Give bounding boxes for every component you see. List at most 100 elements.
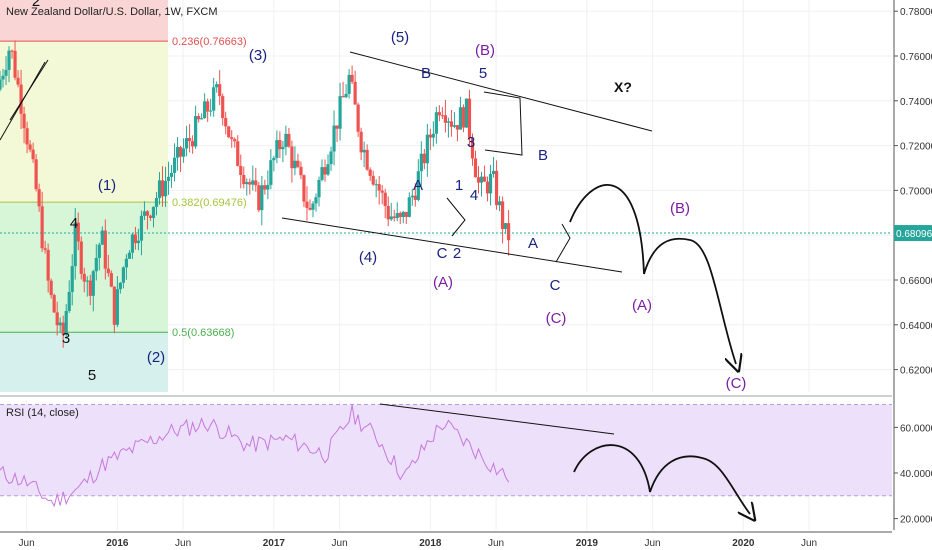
- candle-body: [410, 195, 414, 198]
- channel-upper-line: [349, 51, 653, 132]
- wave-label: (C): [546, 310, 567, 327]
- candle-body: [106, 268, 110, 274]
- wave-label: (B): [475, 42, 495, 59]
- candle-body: [467, 98, 472, 138]
- candle-body: [485, 181, 490, 194]
- candle-body: [130, 234, 135, 253]
- candle-body: [275, 140, 279, 158]
- candle-body: [172, 157, 177, 173]
- candle-body: [145, 211, 150, 216]
- time-axis-label: Jun: [488, 538, 504, 549]
- candle-body: [302, 175, 306, 202]
- wave-label: 3: [467, 134, 475, 151]
- candle-body: [332, 125, 336, 152]
- wave-label: X?: [614, 79, 632, 95]
- time-axis-label: Jun: [801, 538, 817, 549]
- candle-body: [10, 50, 14, 52]
- wave-label: 5: [88, 367, 96, 384]
- candle-body: [290, 146, 294, 169]
- candle-body: [314, 197, 318, 204]
- candle-body: [248, 182, 252, 185]
- candle-body: [169, 172, 174, 177]
- candle-body: [28, 144, 32, 150]
- candle-body: [428, 134, 432, 138]
- candle-body: [443, 115, 447, 123]
- candle-body: [227, 126, 231, 138]
- candle-body: [371, 175, 375, 185]
- candle-body: [362, 149, 366, 153]
- candle-body: [425, 134, 429, 164]
- candle-body: [91, 271, 95, 296]
- candle-body: [85, 280, 89, 282]
- candle-body: [187, 138, 192, 142]
- candle-body: [260, 185, 264, 211]
- wave-label: 2: [32, 0, 40, 10]
- wave-label: (3): [249, 47, 267, 64]
- candle-body: [440, 115, 444, 117]
- candle-body: [245, 182, 249, 185]
- candle-body: [55, 312, 59, 326]
- candle-body: [203, 101, 207, 119]
- candle-body: [139, 215, 144, 241]
- candle-body: [79, 241, 83, 274]
- fib-level-label: 0.382(0.69476): [172, 197, 247, 209]
- rsi-band: [0, 404, 892, 496]
- fibonacci-layer: 0.236(0.76663) 0.382(0.69476) 0.5(0.63668): [0, 0, 247, 392]
- candle-body: [368, 169, 372, 176]
- candle-body: [7, 50, 11, 70]
- candle-body: [43, 248, 47, 250]
- wave-label: 3: [62, 330, 70, 347]
- candle-body: [326, 164, 330, 175]
- candle-body: [251, 180, 255, 185]
- candle-body: [455, 125, 460, 130]
- candle-body: [124, 258, 128, 268]
- wave-label: A: [528, 235, 538, 252]
- wave-label: (2): [147, 349, 165, 366]
- candle-body: [61, 322, 65, 335]
- candle-body: [97, 244, 101, 258]
- candle-body: [506, 223, 511, 241]
- candle-body: [386, 205, 390, 220]
- candle-body: [353, 81, 357, 105]
- candle-body: [224, 117, 228, 127]
- candle-body: [500, 201, 505, 230]
- candle-body: [94, 257, 98, 272]
- candle-body: [16, 77, 20, 85]
- candle-body: [133, 234, 138, 244]
- candle-body: [160, 180, 165, 197]
- rsi-layer: [0, 395, 892, 508]
- price-projection-curve: [569, 184, 736, 364]
- candle-body: [464, 98, 469, 128]
- candle-body: [293, 160, 297, 169]
- candle-body: [446, 121, 451, 123]
- candle-body: [215, 84, 219, 88]
- candle-body: [503, 223, 508, 230]
- candle-body: [46, 249, 50, 281]
- candle-body: [181, 148, 186, 157]
- wave-label: (B): [670, 200, 690, 217]
- time-axis-label: 2016: [106, 538, 129, 549]
- wave-label: (1): [98, 177, 116, 194]
- wave-label: (5): [391, 29, 409, 46]
- candle-body: [212, 87, 216, 111]
- time-axis-label: 2020: [732, 538, 755, 549]
- candle-body: [377, 184, 381, 191]
- candle-body: [497, 201, 502, 206]
- candle-body: [70, 266, 74, 292]
- candle-body: [236, 141, 240, 166]
- time-axis-label: Jun: [332, 538, 348, 549]
- candle-body: [73, 222, 77, 267]
- wave-label: C: [437, 245, 448, 262]
- time-axis-label: Jun: [175, 538, 191, 549]
- candle-body: [154, 198, 159, 207]
- fib-zone-upper: [0, 41, 168, 203]
- candle-body: [299, 166, 303, 176]
- candle-body: [151, 206, 156, 218]
- candle-body: [320, 167, 324, 180]
